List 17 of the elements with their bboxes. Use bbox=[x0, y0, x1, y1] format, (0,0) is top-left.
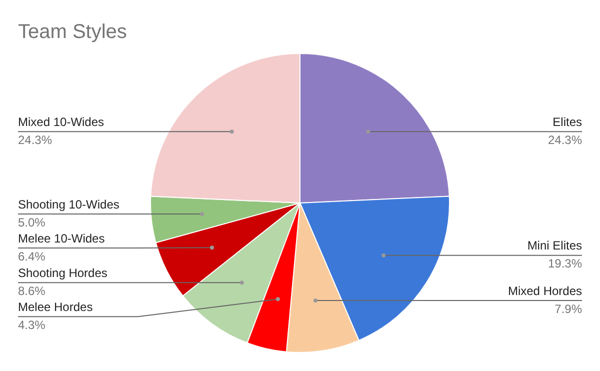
data-label: 6.4% bbox=[18, 249, 46, 264]
data-label: 19.3% bbox=[548, 256, 582, 271]
slice-label: Shooting Hordes bbox=[18, 266, 108, 280]
data-label: 7.9% bbox=[554, 302, 582, 316]
slice-label: Melee 10-Wides bbox=[18, 231, 105, 246]
slice-label: Shooting 10-Wides bbox=[18, 197, 120, 212]
slice-label: Elites bbox=[552, 114, 582, 129]
slice-label: Mixed 10-Wides bbox=[18, 114, 104, 129]
chart-title: Team Styles bbox=[18, 21, 127, 43]
slice-label: Mini Elites bbox=[527, 238, 582, 253]
data-label: 4.3% bbox=[18, 318, 46, 332]
slice-label: Melee Hordes bbox=[18, 300, 93, 314]
data-label: 5.0% bbox=[18, 215, 46, 230]
slice-label: Mixed Hordes bbox=[508, 284, 582, 298]
data-label: 24.3% bbox=[18, 132, 52, 147]
data-label: 24.3% bbox=[548, 132, 582, 147]
data-label: 8.6% bbox=[18, 284, 46, 298]
